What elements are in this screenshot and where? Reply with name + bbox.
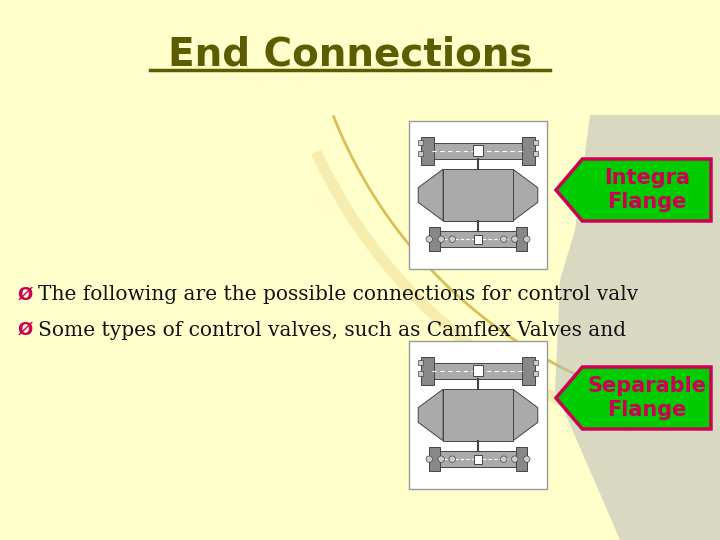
Polygon shape	[513, 169, 538, 221]
Text: Integra
Flange: Integra Flange	[603, 168, 690, 212]
Bar	[418, 371, 423, 376]
Bar	[409, 122, 547, 268]
Bar	[430, 143, 526, 159]
Polygon shape	[418, 389, 443, 441]
Polygon shape	[556, 159, 711, 221]
Text: Ø: Ø	[18, 286, 33, 304]
Circle shape	[523, 236, 530, 242]
Bar	[534, 371, 538, 376]
Bar	[534, 360, 538, 366]
Bar	[409, 341, 547, 489]
Text: The following are the possible connections for control valv: The following are the possible connectio…	[38, 286, 638, 305]
Bar	[516, 447, 527, 471]
Bar	[418, 151, 423, 157]
Bar	[436, 231, 519, 247]
Bar	[421, 137, 434, 165]
Bar	[516, 227, 527, 251]
Text: End Connections: End Connections	[168, 36, 532, 74]
Bar	[522, 357, 535, 384]
Polygon shape	[555, 115, 720, 540]
Circle shape	[426, 456, 433, 462]
Polygon shape	[556, 367, 711, 429]
Bar	[443, 389, 513, 441]
Bar	[534, 140, 538, 145]
Bar	[534, 151, 538, 157]
Bar	[474, 366, 482, 376]
Bar	[474, 455, 482, 464]
Polygon shape	[513, 389, 538, 441]
Bar	[474, 234, 482, 244]
Circle shape	[438, 236, 444, 242]
Bar	[443, 169, 513, 221]
Circle shape	[500, 236, 507, 242]
Bar	[418, 140, 423, 145]
Bar	[522, 137, 535, 165]
Circle shape	[500, 456, 507, 462]
Bar	[430, 362, 526, 379]
Circle shape	[449, 236, 456, 242]
Bar	[418, 360, 423, 366]
Circle shape	[438, 456, 444, 462]
Text: Some types of control valves, such as Camflex Valves and: Some types of control valves, such as Ca…	[38, 321, 626, 340]
Bar	[436, 451, 519, 468]
Bar	[429, 227, 441, 251]
Bar	[429, 447, 441, 471]
Circle shape	[512, 236, 518, 242]
Bar	[474, 145, 482, 157]
Circle shape	[512, 456, 518, 462]
Circle shape	[426, 236, 433, 242]
Circle shape	[449, 456, 456, 462]
Bar	[421, 357, 434, 384]
Circle shape	[523, 456, 530, 462]
Polygon shape	[418, 169, 443, 221]
Text: Separable
Flange: Separable Flange	[588, 376, 706, 420]
Text: Ø: Ø	[18, 321, 33, 339]
